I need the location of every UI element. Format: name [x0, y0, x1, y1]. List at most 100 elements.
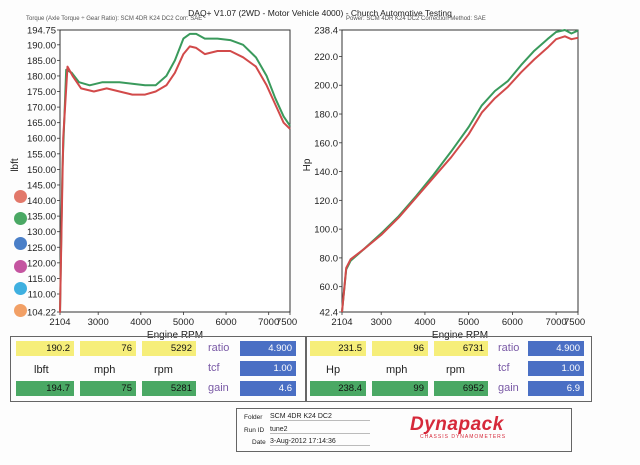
power-info: Power: SCM 4DR K24 DC2 Correction Method…: [346, 16, 486, 22]
torque-y-tick-label: 194.75: [27, 26, 56, 37]
ratio-label: ratio: [208, 342, 230, 354]
tcf-label: tcf: [208, 362, 220, 374]
torque-y-tick-label: 150.00: [27, 165, 56, 176]
torque-x-tick-label: 7500: [276, 317, 297, 328]
run-id-value: tune2: [270, 426, 370, 434]
peak-power: 238.4: [310, 381, 366, 396]
gain-label: gain: [208, 382, 229, 394]
torque-x-tick-label: 4000: [130, 317, 151, 328]
lbft-label: lbft: [34, 364, 49, 376]
power-y-tick-label: 200.0: [314, 81, 338, 92]
tcf-value: 1.00: [240, 361, 296, 376]
torque-mph: 76: [80, 341, 136, 356]
date-value: 3-Aug-2012 17:14:36: [270, 438, 370, 446]
rpm-label-2: rpm: [446, 364, 465, 376]
peak-power-mph: 99: [372, 381, 428, 396]
power-x-tick-label: 7500: [564, 317, 585, 328]
peak-torque-rpm: 5281: [142, 381, 196, 396]
legend-dot-4[interactable]: [14, 260, 27, 273]
torque-y-tick-label: 165.00: [27, 118, 56, 129]
power-y-tick-label: 160.0: [314, 138, 338, 149]
legend-dot-3[interactable]: [14, 237, 27, 250]
torque-y-tick-label: 110.00: [28, 289, 56, 300]
gain-value: 4.6: [240, 381, 296, 396]
torque-y-tick-label: 185.00: [27, 56, 56, 67]
torque-y-tick-label: 140.00: [27, 196, 56, 207]
torque-y-tick-label: 125.00: [27, 243, 56, 254]
power-x-tick-label: 4000: [414, 317, 435, 328]
mph-label-2: mph: [386, 364, 408, 376]
folder-label: Folder: [244, 414, 263, 421]
torque-rpm: 5292: [142, 341, 196, 356]
power-y-tick-label: 100.0: [314, 225, 338, 236]
dynapack-tagline: CHASSIS DYNAMOMETERS: [420, 434, 507, 440]
torque-y-tick-label: 145.00: [27, 180, 56, 191]
dynapack-logo: Dynapack: [410, 414, 504, 435]
torque-y-tick-label: 130.00: [27, 227, 56, 238]
torque-readout-panel: [10, 336, 306, 402]
power-readout-panel: [306, 336, 592, 402]
power-y-tick-label: 60.0: [320, 282, 339, 293]
power-y-axis-label: Hp: [302, 158, 313, 171]
mph-label: mph: [94, 364, 116, 376]
power-y-tick-label: 140.0: [314, 167, 338, 178]
peak-power-rpm: 6952: [434, 381, 488, 396]
torque-y-tick-label: 115.00: [28, 274, 56, 285]
torque-x-tick-label: 7000: [258, 317, 279, 328]
power-y-tick-label: 80.0: [320, 253, 339, 264]
rpm-label: rpm: [154, 364, 173, 376]
torque-series-line-2: [59, 45, 291, 313]
torque-y-tick-label: 104.22: [27, 308, 56, 319]
legend-dot-1[interactable]: [14, 190, 27, 203]
torque-x-tick-label: 6000: [215, 317, 236, 328]
power-x-tick-label: 6000: [502, 317, 523, 328]
power-series-line-2: [341, 35, 579, 313]
gain-value-2: 6.9: [528, 381, 584, 396]
power-x-tick-label: 5000: [458, 317, 479, 328]
torque-y-tick-label: 135.00: [27, 212, 56, 223]
power-y-tick-label: 42.4: [320, 308, 339, 319]
power-x-tick-label: 3000: [371, 317, 392, 328]
power-y-tick-label: 220.0: [314, 52, 338, 63]
torque-y-tick-label: 180.00: [27, 71, 56, 82]
run-info-panel: [236, 408, 572, 452]
power-x-axis-label: Engine RPM: [432, 330, 488, 341]
torque-plot-area: [59, 29, 291, 313]
tcf-value-2: 1.00: [528, 361, 584, 376]
torque-y-tick-label: 160.00: [27, 134, 56, 145]
power-mph: 96: [372, 341, 428, 356]
power-rpm: 6731: [434, 341, 488, 356]
date-label: Date: [252, 439, 266, 446]
power-x-tick-label: 7000: [546, 317, 567, 328]
peak-torque-mph: 75: [80, 381, 136, 396]
power-y-tick-label: 120.0: [314, 196, 338, 207]
power-x-tick-label: 2104: [331, 317, 352, 328]
torque-info: Torque (Axle Torque ÷ Gear Ratio): SCM 4…: [26, 16, 203, 22]
torque-x-tick-label: 2104: [49, 317, 70, 328]
torque-y-tick-label: 175.00: [27, 87, 56, 98]
ratio-value-2: 4.900: [528, 341, 584, 356]
torque-y-tick-label: 190.00: [27, 40, 56, 51]
torque-series-line-1: [59, 32, 291, 313]
report-title: DAQ+ V1.07 (2WD - Motor Vehicle 4000) - …: [188, 8, 452, 18]
ratio-value: 4.900: [240, 341, 296, 356]
torque-x-axis-label: Engine RPM: [147, 330, 203, 341]
legend-dot-6[interactable]: [14, 304, 27, 317]
ratio-label-2: ratio: [498, 342, 520, 354]
hp-label: Hp: [326, 364, 341, 376]
torque-y-tick-label: 170.00: [27, 103, 56, 114]
power-plot-area: [341, 29, 579, 313]
legend-dot-2[interactable]: [14, 212, 27, 225]
torque-x-tick-label: 5000: [173, 317, 194, 328]
power-y-tick-label: 238.4: [314, 26, 338, 37]
legend-dot-5[interactable]: [14, 282, 27, 295]
torque-y-tick-label: 120.00: [27, 258, 56, 269]
tcf-label-2: tcf: [498, 362, 510, 374]
torque-value: 190.2: [16, 341, 74, 356]
torque-x-tick-label: 3000: [88, 317, 109, 328]
gain-label-2: gain: [498, 382, 519, 394]
power-value: 231.5: [310, 341, 366, 356]
run-id-label: Run ID: [244, 427, 265, 434]
folder-value: SCM 4DR K24 DC2: [270, 413, 370, 421]
